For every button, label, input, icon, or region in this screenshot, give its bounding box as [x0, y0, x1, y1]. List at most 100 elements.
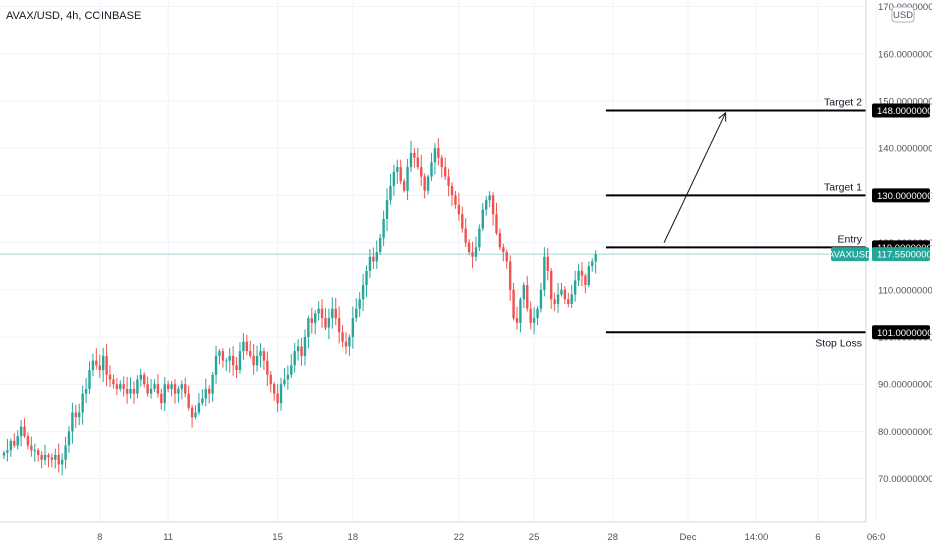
candle-body [262, 351, 266, 361]
candle-body [310, 318, 313, 323]
level-badge [872, 188, 930, 203]
candle-body [584, 275, 587, 286]
x-tick-label: 6 [815, 532, 820, 543]
candle-body [91, 360, 95, 371]
candle-body [180, 384, 184, 389]
candle-body [430, 162, 433, 177]
candle-body [543, 256, 546, 290]
candle-body [279, 384, 283, 404]
candle-body [375, 252, 378, 262]
candle-body [122, 384, 125, 389]
candle-body [43, 455, 47, 460]
grid [0, 0, 877, 522]
candle-body [139, 374, 142, 380]
candle-body [214, 355, 218, 375]
candle-body [290, 365, 293, 375]
candle-body [481, 209, 484, 229]
candle-body [522, 285, 526, 300]
candle-body [57, 455, 60, 465]
candle-body [242, 341, 245, 352]
candles [2, 138, 597, 476]
candle-body [396, 167, 399, 172]
candle-body [88, 370, 91, 389]
candle-body [71, 412, 74, 432]
candle-body [478, 228, 481, 248]
candle-body [526, 285, 529, 309]
candle-body [283, 379, 286, 385]
candle-body [272, 384, 276, 394]
level-name: Target 2 [824, 96, 862, 108]
x-tick-label: 06:0 [867, 532, 886, 543]
candle-body [471, 252, 474, 257]
candle-body [37, 450, 40, 455]
candle-body [389, 185, 392, 201]
x-tick-label: 11 [163, 532, 173, 543]
candle-body [348, 337, 351, 347]
candle-body [194, 412, 197, 418]
level-name: Entry [837, 233, 862, 245]
candle-body [512, 289, 515, 319]
candle-body [101, 355, 105, 371]
candle-body [474, 247, 478, 257]
x-tick-label: 22 [454, 532, 465, 543]
candle-body [519, 299, 522, 323]
candle-body [563, 289, 567, 300]
candle-body [464, 228, 467, 243]
candle-body [296, 346, 300, 352]
candle-body [259, 351, 262, 356]
candle-body [173, 384, 177, 394]
candle-body [467, 242, 471, 253]
y-tick-label: 140.00000000 [878, 144, 932, 155]
candle-body [337, 318, 341, 333]
candle-body [570, 294, 573, 304]
candle-body [16, 436, 19, 446]
candle-body [184, 384, 187, 394]
candle-body [204, 388, 207, 399]
level-badge [872, 103, 930, 118]
trend-arrow [663, 111, 727, 243]
candle-body [218, 351, 221, 356]
candle-body [536, 308, 539, 319]
candle-body [413, 152, 416, 158]
candle-body [98, 365, 101, 371]
level-badge [872, 325, 930, 340]
candle-body [368, 256, 372, 271]
candle-body [23, 426, 26, 437]
candle-body [355, 308, 358, 319]
candle-body [129, 388, 132, 394]
candle-body [47, 455, 50, 458]
currency-button[interactable]: USD [891, 6, 915, 23]
candle-body [556, 294, 560, 304]
x-tick-label: 18 [348, 532, 359, 543]
candle-body [379, 237, 382, 253]
candle-body [573, 280, 577, 295]
candle-body [2, 452, 6, 456]
candle-body [461, 214, 464, 229]
candle-body [437, 148, 440, 158]
candle-body [84, 388, 88, 394]
candle-body [505, 252, 508, 262]
x-tick-label: 25 [529, 532, 540, 543]
candle-body [177, 388, 180, 394]
candle-body [60, 459, 64, 465]
candle-body [78, 412, 81, 418]
candle-body [327, 318, 331, 328]
price-levels: Target 2 Target 1 Entry Stop Loss [0, 96, 866, 349]
candle-body [67, 431, 71, 446]
candle-body [50, 457, 54, 460]
candle-body [190, 407, 194, 418]
candle-body [153, 384, 156, 389]
level-badge-label: 148.00000000 [877, 106, 932, 117]
x-tick-label: Dec [680, 532, 697, 543]
candle-body [594, 254, 597, 262]
candle-body [252, 355, 255, 366]
candle-body [532, 318, 536, 323]
candle-body [269, 374, 272, 385]
candle-body [197, 403, 201, 413]
candle-body [392, 171, 396, 186]
candle-body [580, 270, 584, 276]
candle-body [293, 351, 296, 366]
candle-body [485, 200, 488, 210]
candle-body [577, 270, 580, 281]
